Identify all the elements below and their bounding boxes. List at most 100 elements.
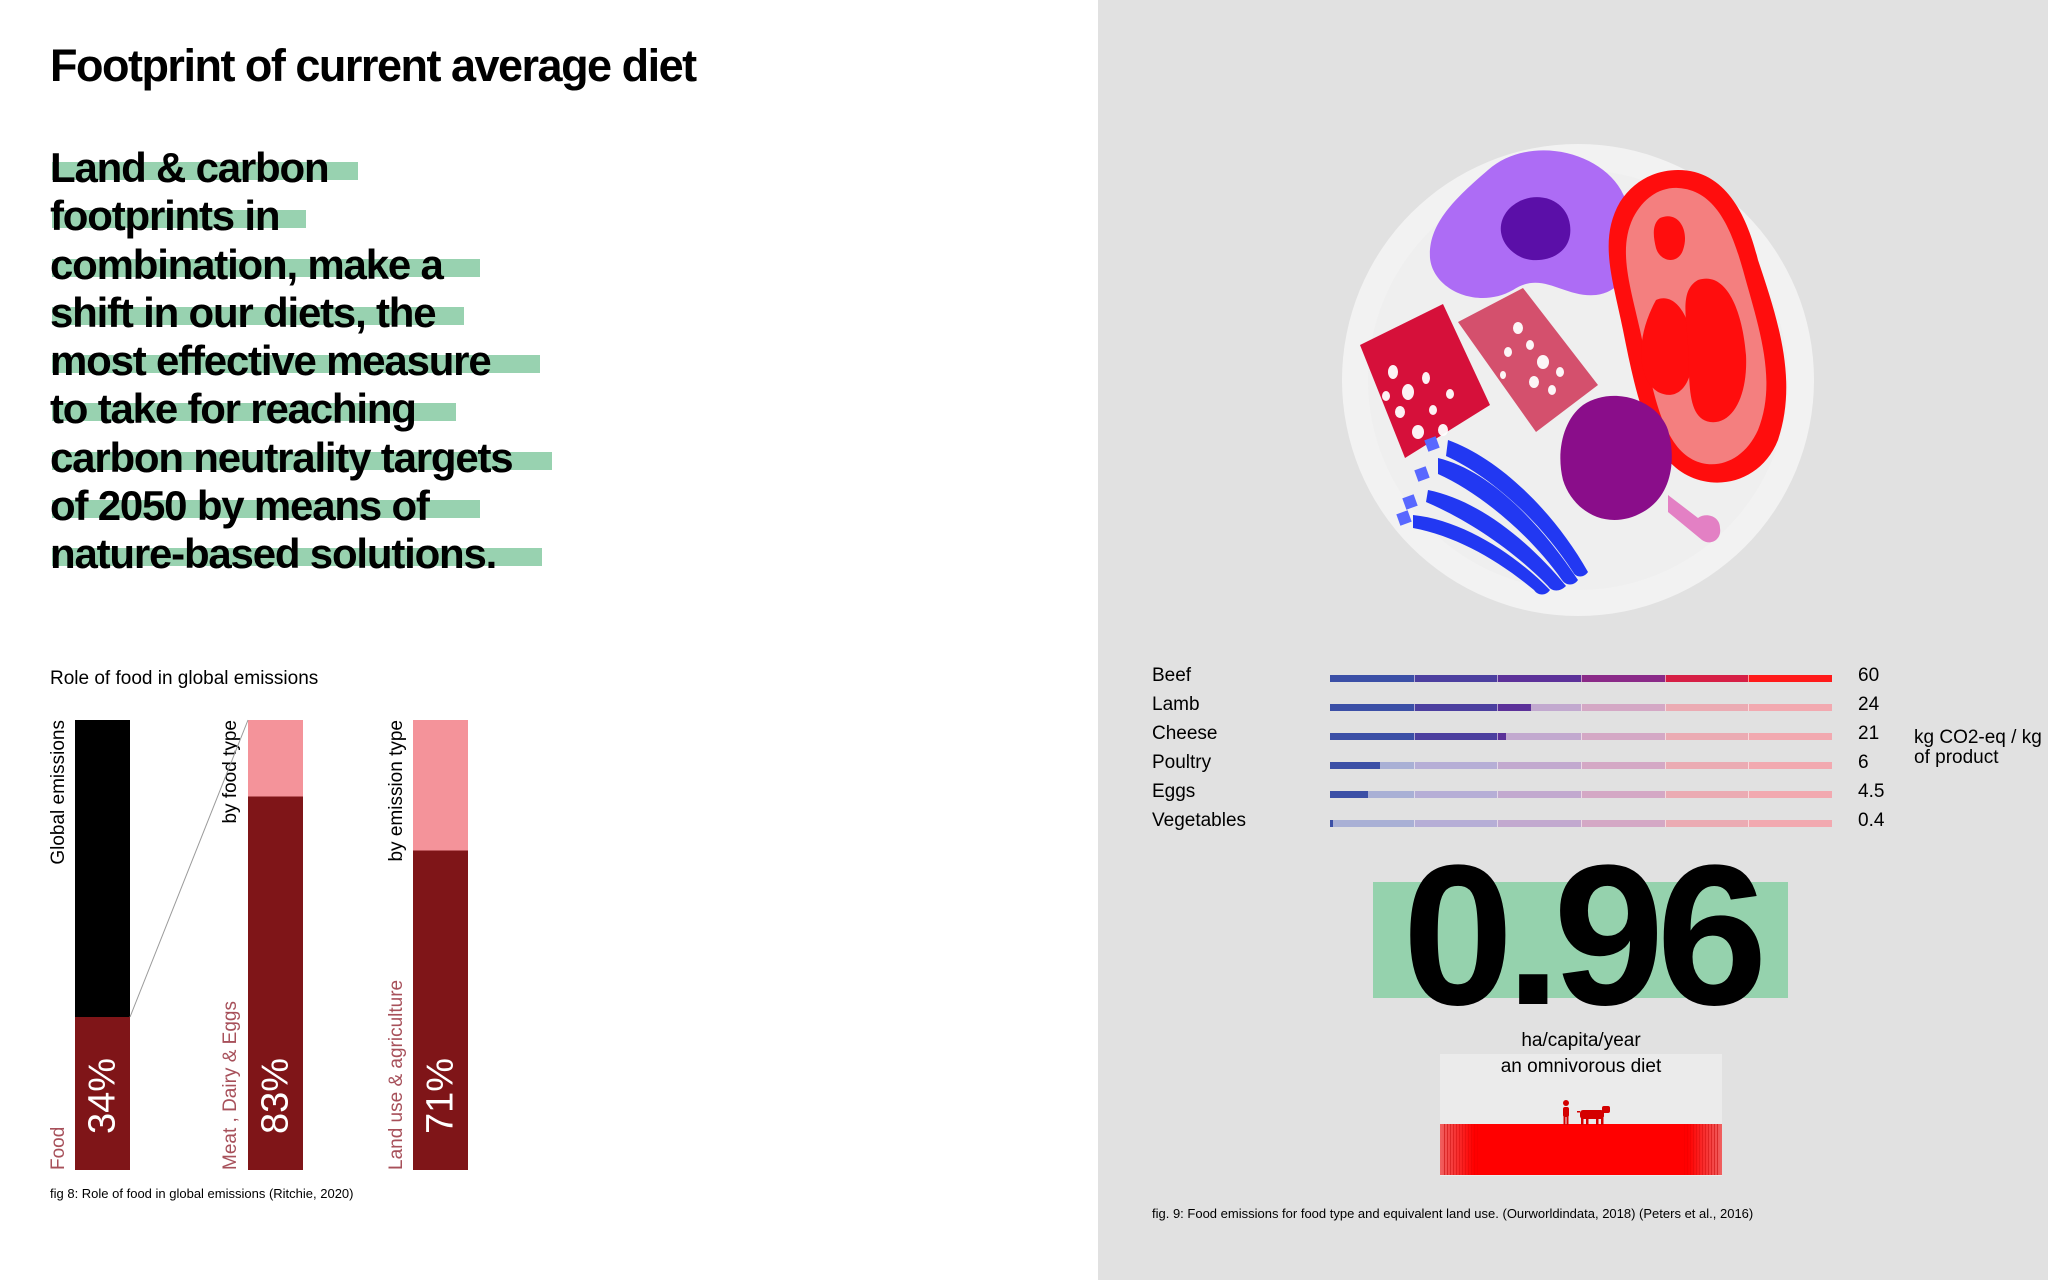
- highlighted-statement: Land & carbon footprints in combination,…: [50, 144, 590, 579]
- statement-line: combination, make a: [50, 241, 590, 289]
- person-icon: [1563, 1100, 1569, 1125]
- bar-track: [1330, 791, 1832, 798]
- bar-label: Eggs: [1152, 781, 1196, 802]
- bar-track-segment: [1413, 762, 1498, 769]
- statement-line: nature-based solutions.: [50, 530, 590, 578]
- bar-fill: [1330, 762, 1381, 769]
- statement-line: Land & carbon: [50, 144, 590, 192]
- bar-value-label: 71%: [420, 1058, 462, 1134]
- bar-row-eggs: Eggs 4.5: [1152, 779, 1952, 808]
- bar-divider: [1413, 733, 1415, 740]
- land-stripe: [1468, 1124, 1469, 1175]
- bar-fill: [1330, 733, 1414, 740]
- bar-divider: [1581, 791, 1582, 798]
- bar-divider: [1497, 675, 1499, 682]
- bar-track-segment: [1748, 704, 1832, 711]
- bar-divider: [1413, 762, 1415, 769]
- statement-line: to take for reaching: [50, 385, 590, 433]
- bar-remainder: [248, 720, 303, 797]
- connector-line: [129, 719, 249, 1018]
- left-page: Footprint of current average diet Land &…: [48, 40, 698, 1201]
- bar-track-segment: [1748, 733, 1832, 740]
- bar-label: Vegetables: [1152, 810, 1247, 831]
- land-stripe: [1690, 1124, 1691, 1175]
- bar-divider: [1748, 762, 1750, 769]
- bar-value: 4.5: [1858, 781, 1885, 802]
- bar-track-segment: [1330, 791, 1414, 798]
- bar-track-segment: [1581, 762, 1665, 769]
- bar-track-segment: [1497, 733, 1581, 740]
- bar-label: Lamb: [1152, 694, 1200, 715]
- fig8-caption: fig 8: Role of food in global emissions …: [50, 1186, 354, 1201]
- bar-fill: [1413, 675, 1498, 682]
- land-stripe: [1444, 1124, 1445, 1175]
- bar-divider: [1748, 820, 1750, 827]
- statement-line: carbon neutrality targets: [50, 434, 590, 482]
- bar-divider: [1748, 675, 1750, 682]
- land-stripe: [1453, 1124, 1454, 1175]
- land-stripe: [1717, 1124, 1718, 1175]
- bar-divider: [1497, 762, 1499, 769]
- bar-track-segment: [1581, 733, 1665, 740]
- bar-segment-label: Land use & agriculture: [386, 980, 407, 1170]
- person-and-cow: [1563, 1100, 1610, 1125]
- bar-fill: [1581, 675, 1665, 682]
- bar-track-segment: [1664, 733, 1749, 740]
- bar-row-cheese: Cheese 21: [1152, 721, 1952, 750]
- land-stripe: [1699, 1124, 1700, 1175]
- bar-track-segment: [1664, 704, 1749, 711]
- bar-track: [1330, 733, 1832, 740]
- bar-track-segment: [1413, 791, 1498, 798]
- bar-divider: [1748, 704, 1750, 711]
- fig9-caption: fig. 9: Food emissions for food type and…: [1152, 1206, 1754, 1221]
- cow-icon: [1577, 1106, 1610, 1125]
- statement-line: most effective measure: [50, 337, 590, 385]
- bar-track-segment: [1330, 820, 1414, 827]
- bar-divider: [1664, 704, 1666, 711]
- bar-highlight: [413, 850, 468, 1170]
- right-page: Beef 60 Lamb 24 Cheese 21 Poultry 6 Eggs…: [1098, 0, 2048, 1280]
- bar-value: 21: [1858, 723, 1880, 744]
- bar-divider: [1413, 791, 1415, 798]
- bar-value-label: 83%: [255, 1058, 297, 1134]
- statement-line: footprints in: [50, 192, 590, 240]
- land-stripe: [1462, 1124, 1463, 1175]
- bar-divider: [1581, 675, 1582, 682]
- bar-highlight: [75, 1017, 130, 1170]
- bar-fill: [1497, 704, 1531, 711]
- land-stripe: [1684, 1124, 1685, 1175]
- bar-divider: [1664, 762, 1666, 769]
- bar-divider: [1497, 820, 1499, 827]
- land-stripe: [1477, 1124, 1478, 1175]
- bar-divider: [1581, 704, 1582, 711]
- metric-description: an omnivorous diet: [1500, 1056, 1662, 1077]
- bar-divider: [1413, 704, 1415, 711]
- bar-fill: [1330, 704, 1414, 711]
- bar-divider: [1581, 762, 1582, 769]
- bar-track-segment: [1748, 762, 1832, 769]
- bar-row-poultry: Poultry 6: [1152, 750, 1952, 779]
- bar-track-segment: [1748, 820, 1832, 827]
- land-area-bar: [1440, 1124, 1722, 1175]
- bar-row-vegetables: Vegetables 0.4: [1152, 808, 1952, 837]
- bar-track-segment: [1497, 762, 1581, 769]
- bar-unit-label: kg CO2-eq / kg of product: [1914, 727, 2042, 768]
- land-stripe: [1714, 1124, 1715, 1175]
- land-stripe: [1687, 1124, 1688, 1175]
- bar-highlight: [248, 796, 303, 1170]
- bar-row-beef: Beef 60: [1152, 663, 1952, 692]
- bar-axis-label: Global emissions: [48, 720, 69, 865]
- land-stripe: [1474, 1124, 1475, 1175]
- emissions-chart-title: Role of food in global emissions: [50, 668, 319, 689]
- bar-value-label: 34%: [82, 1058, 124, 1134]
- bar-label: Cheese: [1152, 723, 1218, 744]
- bar-track: [1330, 704, 1832, 711]
- bar-fill: [1413, 704, 1498, 711]
- bar-divider: [1581, 733, 1582, 740]
- bar-divider: [1581, 820, 1582, 827]
- land-area-stripes: [1444, 1124, 1718, 1175]
- land-stripe: [1450, 1124, 1451, 1175]
- bar-divider: [1664, 820, 1666, 827]
- bar-divider: [1748, 791, 1750, 798]
- bar-track-segment: [1581, 704, 1665, 711]
